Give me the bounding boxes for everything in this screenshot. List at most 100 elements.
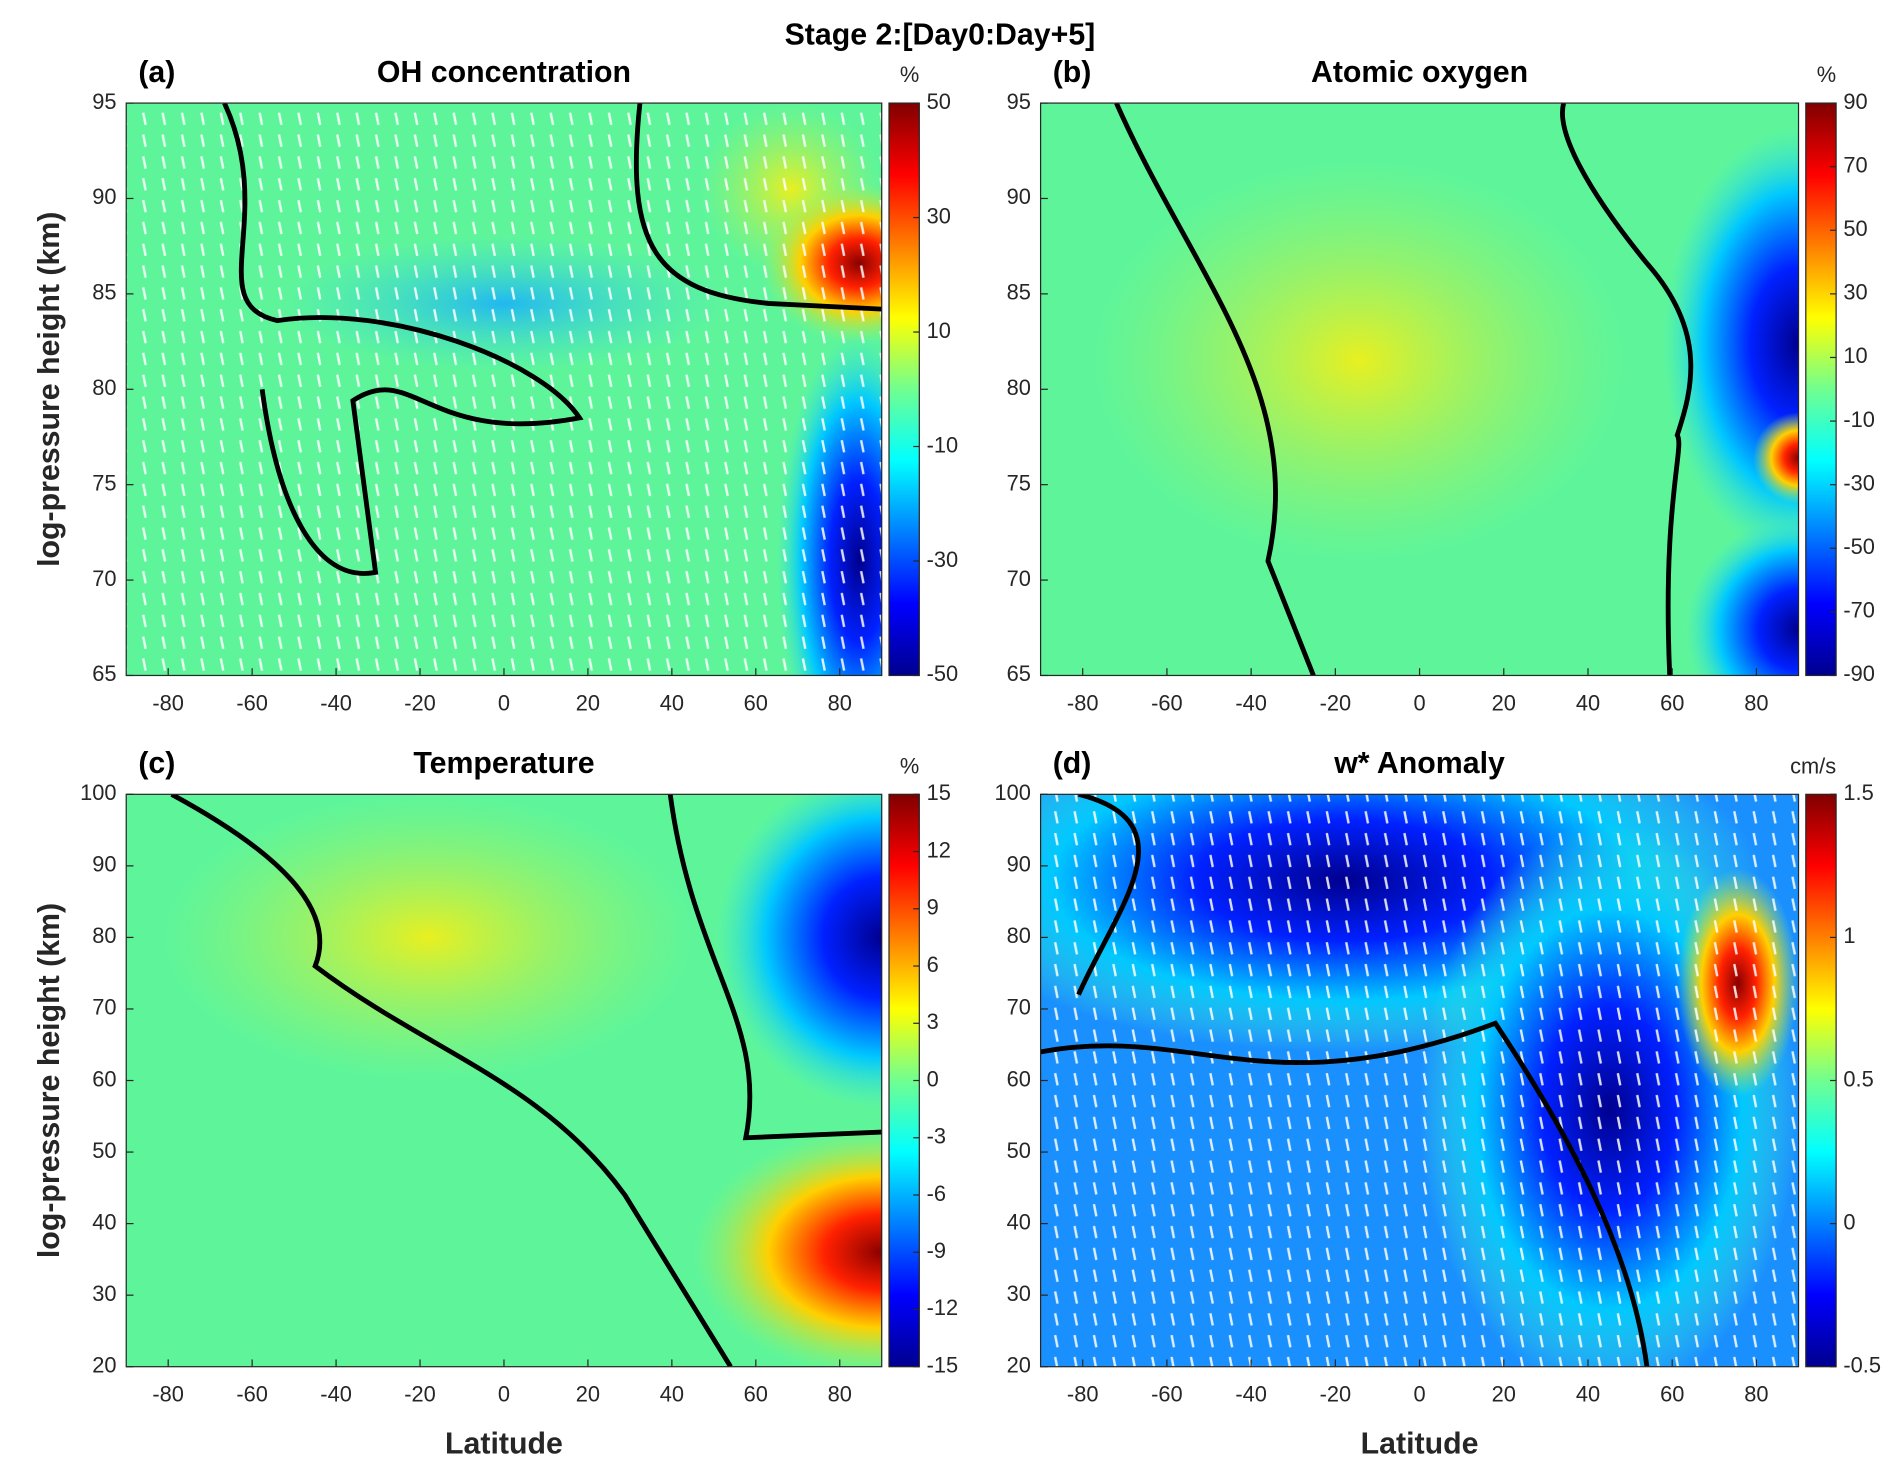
x-tick-label: 60	[744, 1382, 768, 1407]
contour-field	[1040, 103, 1799, 676]
colorbar	[1805, 102, 1837, 677]
x-tick-label: -20	[404, 690, 436, 715]
field-blob	[163, 794, 693, 1081]
field-blob	[1684, 515, 1799, 676]
x-tick-label: 60	[1660, 1382, 1684, 1407]
x-tick-label: 40	[1576, 1382, 1600, 1407]
colorbar-tick-label: 70	[1843, 152, 1867, 177]
panel: -80 -60 -40 -20 0 20 40 60 80 65 70 75 80 85 90 95 (a) OH…	[33, 56, 959, 715]
colorbar-tick-label: 9	[927, 895, 939, 920]
y-tick-label: 80	[92, 923, 116, 948]
colorbar-tick-label: 50	[1843, 216, 1867, 241]
y-tick-label: 40	[1007, 1209, 1031, 1234]
y-tick-label: 90	[92, 184, 116, 209]
y-tick-label: 80	[1007, 923, 1031, 948]
y-tick-label: 70	[1007, 566, 1031, 591]
colorbar-unit: %	[900, 62, 919, 87]
y-tick-label: 80	[1007, 375, 1031, 400]
y-tick-label: 80	[92, 375, 116, 400]
y-tick-label: 90	[92, 852, 116, 877]
y-tick-label: 90	[1007, 852, 1031, 877]
x-tick-label: 80	[1744, 1382, 1768, 1407]
panel-label: (d)	[1053, 747, 1092, 780]
y-tick-label: 60	[92, 1066, 116, 1091]
colorbar-tick-label: -50	[1843, 534, 1875, 559]
colorbar-unit: cm/s	[1790, 753, 1836, 778]
x-tick-label: -60	[1151, 1382, 1183, 1407]
y-axis-label: log-pressure height (km)	[33, 903, 66, 1258]
y-tick-label: 50	[1007, 1138, 1031, 1163]
panel-label: (b)	[1053, 56, 1092, 89]
x-tick-label: -80	[152, 1382, 184, 1407]
colorbar-tick-label: 0	[927, 1066, 939, 1091]
colorbar-tick-label: -3	[927, 1124, 946, 1149]
panel-title: Atomic oxygen	[1311, 56, 1528, 89]
x-tick-label: 20	[1492, 1382, 1516, 1407]
panel-label: (c)	[138, 747, 175, 780]
y-axis-label: log-pressure height (km)	[33, 212, 66, 567]
contour-field	[1040, 794, 1799, 1367]
x-tick-label: 80	[828, 690, 852, 715]
y-tick-label: 40	[92, 1209, 116, 1234]
colorbar-tick-label: 15	[927, 780, 951, 805]
y-tick-label: 70	[92, 566, 116, 591]
y-tick-label: 100	[80, 780, 116, 805]
y-tick-label: 75	[1007, 470, 1031, 495]
x-tick-label: -20	[1320, 1382, 1352, 1407]
figure-title: Stage 2:[Day0:Day+5]	[785, 18, 1096, 51]
y-tick-label: 20	[92, 1352, 116, 1377]
colorbar-tick-label: 90	[1843, 89, 1867, 114]
colorbar-tick-label: 3	[927, 1009, 939, 1034]
colorbar-tick-label: -50	[927, 661, 959, 686]
x-tick-label: -40	[1235, 690, 1267, 715]
zero-contour	[667, 794, 882, 1141]
colorbar-tick-label: -10	[927, 432, 959, 457]
colorbar-tick-label: 1	[1843, 923, 1855, 948]
y-tick-label: 30	[92, 1281, 116, 1306]
y-tick-label: 30	[1007, 1281, 1031, 1306]
x-tick-label: -80	[152, 690, 184, 715]
colorbar-tick-label: -10	[1843, 407, 1875, 432]
x-tick-label: -80	[1067, 690, 1099, 715]
x-tick-label: 60	[744, 690, 768, 715]
colorbar-tick-label: -30	[1843, 470, 1875, 495]
x-tick-label: 0	[1413, 1382, 1425, 1407]
y-tick-label: 70	[92, 995, 116, 1020]
zero-contour	[1560, 103, 1694, 676]
x-tick-label: -40	[1235, 1382, 1267, 1407]
y-tick-label: 85	[1007, 280, 1031, 305]
x-tick-label: 40	[660, 1382, 684, 1407]
y-tick-label: 75	[92, 470, 116, 495]
x-axis-label: Latitude	[445, 1428, 563, 1461]
wind-vectors	[126, 103, 882, 676]
x-tick-label: 20	[1492, 690, 1516, 715]
panel: -80 -60 -40 -20 0 20 40 60 802030405060708090100…	[994, 747, 1881, 1460]
field-blob	[692, 1126, 882, 1367]
zero-contour	[1040, 1020, 1650, 1367]
colorbar-tick-label: -0.5	[1843, 1352, 1881, 1377]
colorbar-tick-label: 10	[927, 318, 951, 343]
x-tick-label: 60	[1660, 690, 1684, 715]
colorbar-tick-label: -30	[927, 547, 959, 572]
y-tick-label: 70	[1007, 995, 1031, 1020]
y-tick-label: 50	[92, 1138, 116, 1163]
x-tick-label: -20	[1320, 690, 1352, 715]
colorbar-tick-label: -70	[1843, 598, 1875, 623]
x-tick-label: 0	[498, 690, 510, 715]
colorbar-tick-label: 10	[1843, 343, 1867, 368]
y-tick-label: 100	[994, 780, 1030, 805]
colorbar-tick-label: 12	[927, 837, 951, 862]
x-tick-label: -40	[320, 1382, 352, 1407]
panel-title: OH concentration	[377, 56, 631, 89]
zero-contour	[170, 794, 733, 1367]
colorbar-tick-label: -6	[927, 1181, 946, 1206]
x-tick-label: 40	[1576, 690, 1600, 715]
y-tick-label: 95	[92, 89, 116, 114]
y-tick-label: 90	[1007, 184, 1031, 209]
x-tick-label: 80	[1744, 690, 1768, 715]
wind-vectors	[1040, 794, 1799, 1367]
colorbar-unit: %	[1817, 62, 1836, 87]
contour-field	[126, 103, 882, 676]
field-blob	[1093, 160, 1625, 561]
zero-contour	[633, 103, 882, 312]
